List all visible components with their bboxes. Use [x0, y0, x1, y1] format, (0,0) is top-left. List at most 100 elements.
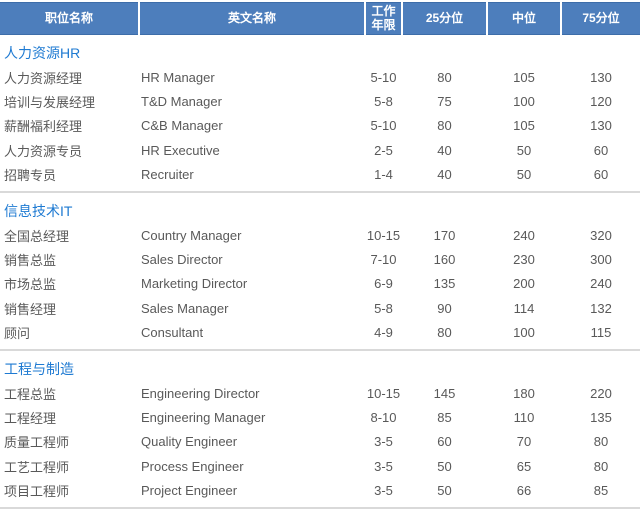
table-row: 项目工程师 Project Engineer 3-5 50 66 85 [0, 478, 640, 502]
cell-position-cn: 人力资源专员 [4, 143, 83, 159]
cell-median: 230 [513, 252, 535, 268]
cell-p25: 145 [433, 385, 456, 401]
section-title: 人力资源HR [4, 45, 81, 61]
cell-position-en: Engineering Manager [141, 409, 266, 425]
cell-position-cn: 工程总监 [4, 386, 57, 402]
cell-median: 110 [513, 409, 535, 425]
cell-position-cn: 市场总监 [4, 277, 57, 293]
cell-p75: 320 [590, 227, 612, 243]
cell-position-cn: 质量工程师 [4, 435, 70, 451]
cell-position-en: Marketing Director [141, 276, 248, 292]
cell-position-en: Recruiter [141, 167, 194, 183]
cell-position-en: T&D Manager [141, 94, 222, 110]
table-row: 工艺工程师 Process Engineer 3-5 50 65 80 [0, 454, 640, 478]
cell-position-en: Engineering Director [141, 385, 260, 401]
cell-p75: 60 [593, 167, 609, 183]
section-divider [0, 190, 640, 193]
cell-years: 5-8 [374, 94, 393, 110]
cell-p75: 120 [590, 94, 612, 110]
cell-median: 70 [516, 434, 532, 450]
cell-median: 114 [513, 300, 535, 316]
cell-median: 100 [513, 325, 535, 341]
cell-p75: 80 [593, 458, 609, 474]
cell-p75: 220 [590, 385, 612, 401]
cell-p25: 80 [437, 118, 452, 134]
cell-p75: 240 [590, 276, 612, 292]
cell-median: 50 [516, 167, 532, 183]
section-divider [0, 348, 640, 351]
cell-position-cn: 全国总经理 [4, 228, 70, 244]
cell-median: 240 [513, 227, 535, 243]
cell-years: 4-9 [374, 325, 393, 341]
cell-p25: 170 [433, 227, 456, 243]
table-row: 质量工程师 Quality Engineer 3-5 60 70 80 [0, 430, 640, 454]
header-cell-p25: 25分位 [403, 2, 486, 35]
header-cell-position-cn: 职位名称 [0, 2, 138, 35]
cell-p25: 135 [433, 276, 456, 292]
section-divider [0, 506, 640, 509]
cell-position-cn: 项目工程师 [4, 484, 70, 500]
cell-position-en: Quality Engineer [141, 434, 238, 450]
cell-p25: 90 [437, 300, 452, 316]
cell-median: 100 [513, 94, 535, 110]
cell-median: 105 [513, 69, 535, 85]
cell-years: 3-5 [374, 458, 393, 474]
section-title: 信息技术IT [4, 202, 73, 219]
section-rows: 人力资源经理 HR Manager 5-10 80 105 130 培训与发展经… [0, 65, 640, 187]
cell-p25: 60 [437, 434, 452, 450]
cell-years: 10-15 [366, 227, 401, 243]
header-cell-median: 中位 [488, 2, 560, 35]
table-row: 招聘专员 Recruiter 1-4 40 50 60 [0, 163, 640, 187]
cell-years: 6-9 [374, 276, 393, 292]
cell-p75: 132 [590, 300, 612, 316]
cell-p25: 160 [433, 252, 456, 268]
table-row: 市场总监 Marketing Director 6-9 135 200 240 [0, 272, 640, 296]
cell-p75: 130 [590, 118, 612, 134]
cell-years: 7-10 [370, 252, 397, 268]
table-row: 销售经理 Sales Manager 5-8 90 114 132 [0, 296, 640, 320]
cell-p75: 300 [590, 252, 612, 268]
salary-section: 工程与制造 工程总监 Engineering Director 10-15 14… [0, 358, 640, 509]
cell-years: 2-5 [374, 142, 393, 158]
header-cell-p75: 75分位 [562, 2, 640, 35]
cell-position-en: C&B Manager [141, 118, 223, 134]
cell-years: 5-8 [374, 300, 393, 316]
cell-p75: 85 [593, 483, 609, 499]
section-rows: 全国总经理 Country Manager 10-15 170 240 320 … [0, 223, 640, 345]
header-cell-position-en: 英文名称 [140, 2, 364, 35]
table-row: 销售总监 Sales Director 7-10 160 230 300 [0, 247, 640, 271]
cell-position-en: HR Manager [141, 69, 215, 85]
cell-position-cn: 工艺工程师 [4, 459, 70, 475]
cell-position-en: Process Engineer [141, 458, 244, 474]
cell-position-cn: 薪酬福利经理 [4, 119, 83, 135]
cell-p25: 75 [437, 94, 452, 110]
cell-years: 10-15 [366, 385, 401, 401]
cell-p75: 115 [590, 325, 612, 341]
cell-position-cn: 人力资源经理 [4, 70, 83, 86]
table-row: 工程总监 Engineering Director 10-15 145 180 … [0, 381, 640, 405]
cell-position-en: Country Manager [141, 227, 242, 243]
section-title: 工程与制造 [4, 360, 74, 377]
cell-years: 3-5 [374, 483, 393, 499]
cell-position-en: Sales Manager [141, 300, 229, 316]
table-header-row: 职位名称 英文名称 工作年限 25分位 中位 75分位 [0, 2, 640, 35]
cell-median: 65 [516, 458, 532, 474]
cell-median: 50 [516, 142, 532, 158]
cell-years: 5-10 [370, 118, 397, 134]
cell-years: 8-10 [370, 409, 397, 425]
cell-position-en: Sales Director [141, 252, 223, 268]
cell-years: 3-5 [374, 434, 393, 450]
cell-p25: 80 [437, 69, 452, 85]
cell-median: 105 [513, 118, 535, 134]
cell-position-cn: 招聘专员 [4, 168, 57, 184]
cell-p25: 50 [437, 458, 452, 474]
table-row: 人力资源经理 HR Manager 5-10 80 105 130 [0, 65, 640, 89]
cell-p25: 80 [437, 325, 452, 341]
cell-position-cn: 顾问 [4, 326, 31, 342]
cell-p25: 40 [437, 142, 452, 158]
cell-position-cn: 培训与发展经理 [4, 95, 96, 111]
table-row: 培训与发展经理 T&D Manager 5-8 75 100 120 [0, 89, 640, 113]
cell-p75: 135 [590, 409, 612, 425]
cell-p75: 60 [593, 142, 609, 158]
table-row: 薪酬福利经理 C&B Manager 5-10 80 105 130 [0, 114, 640, 138]
